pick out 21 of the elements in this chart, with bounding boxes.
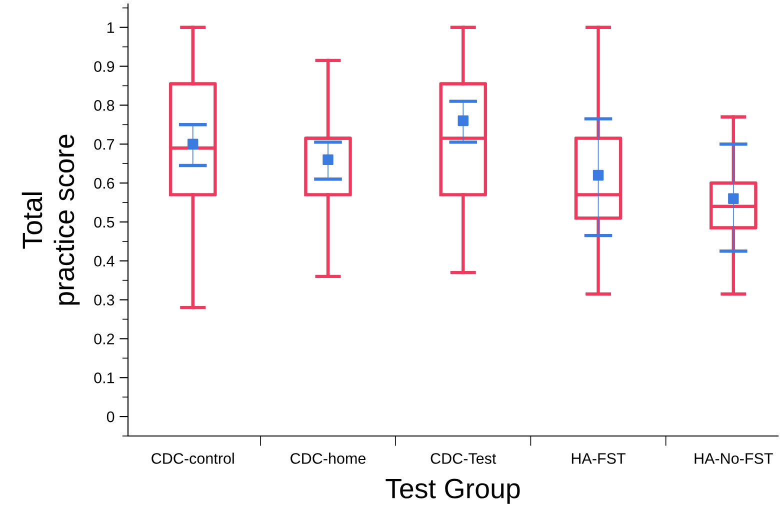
y-tick-label: 0.7	[94, 138, 114, 150]
point	[728, 193, 739, 204]
point	[322, 154, 334, 166]
x-axis-title: Test Group	[386, 478, 520, 504]
point	[592, 170, 604, 181]
y-tick-label: 0.2	[94, 334, 114, 344]
y-tick-label: 0.5	[94, 216, 114, 228]
y-tick-label: 0.1	[94, 372, 114, 384]
y-tick-label: 0.8	[94, 100, 114, 111]
y-tick-label: 0.3	[94, 294, 114, 306]
x-tick-label: CDC-control	[152, 452, 234, 464]
y-axis-title: Total practice score	[22, 134, 80, 305]
y-tick-label: 0	[106, 411, 114, 422]
x-tick-label: CDC-Test	[430, 453, 496, 464]
x-tick-label: HA-FST	[572, 453, 626, 464]
y-tick-label: 1	[107, 22, 114, 33]
y-tick-label: 0.6	[94, 178, 114, 189]
x-tick-label: CDC-home	[290, 452, 366, 464]
y-tick-label: 0.9	[94, 61, 114, 72]
y-tick-label: 0.4	[94, 256, 114, 267]
x-tick-label: HA-No-FST	[694, 453, 773, 464]
